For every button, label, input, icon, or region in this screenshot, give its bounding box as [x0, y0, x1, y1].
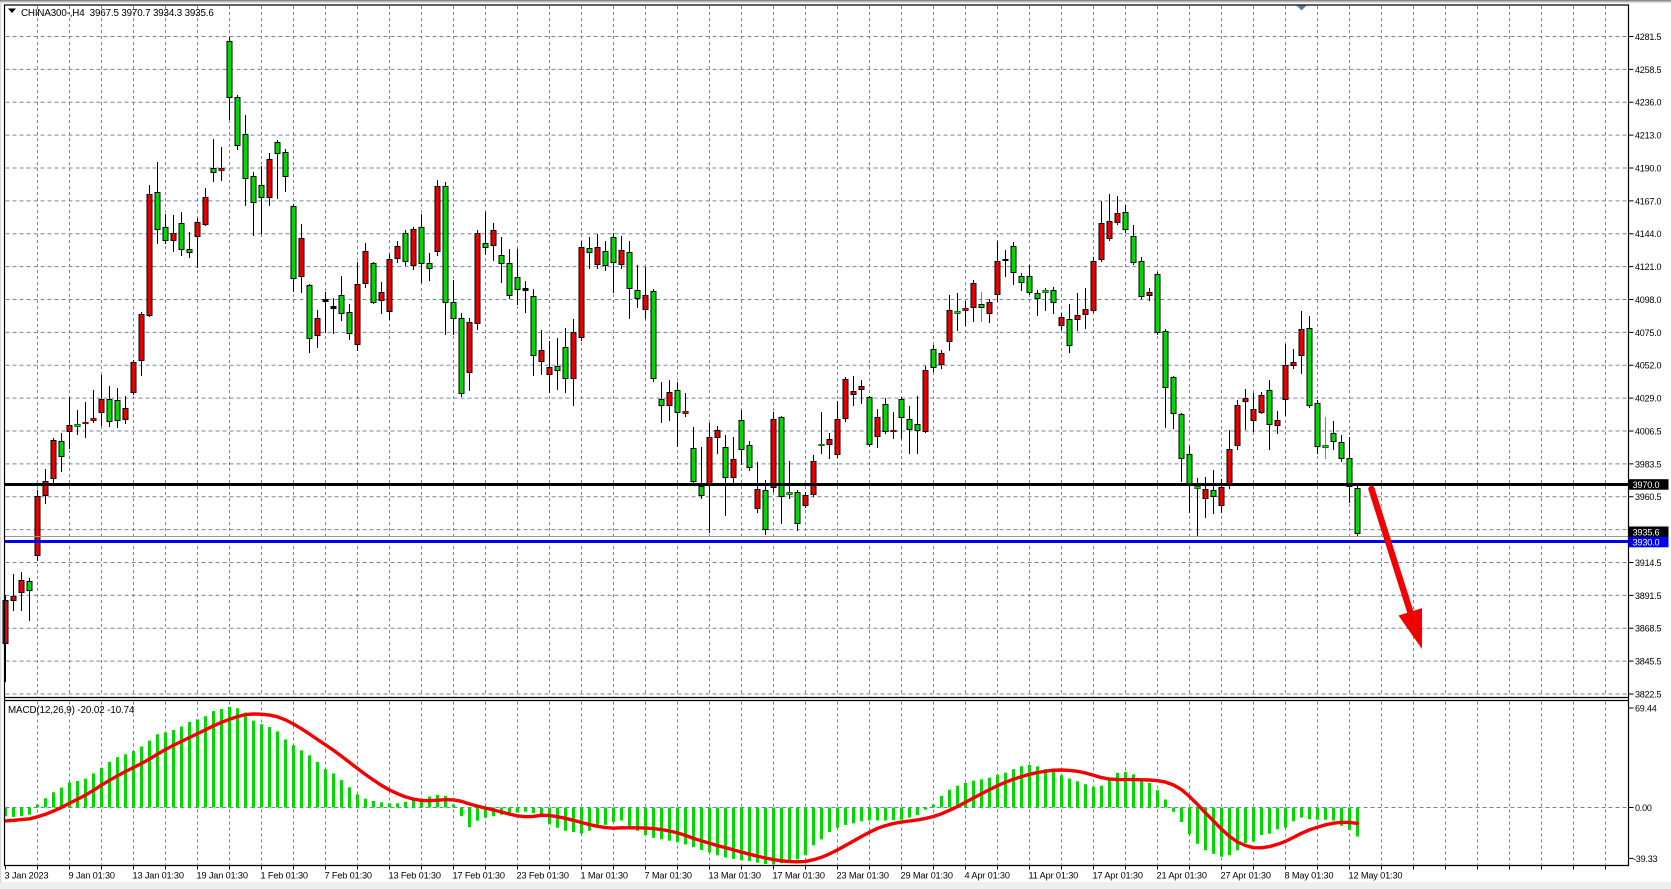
svg-text:4144.0: 4144.0 [1635, 229, 1662, 239]
svg-text:12 May 01:30: 12 May 01:30 [1349, 871, 1403, 881]
svg-text:3983.5: 3983.5 [1635, 459, 1662, 469]
svg-text:3891.5: 3891.5 [1635, 591, 1662, 601]
svg-text:17 Mar 01:30: 17 Mar 01:30 [773, 871, 825, 881]
svg-text:9 Jan 01:30: 9 Jan 01:30 [69, 871, 115, 881]
svg-text:4236.0: 4236.0 [1635, 98, 1662, 108]
svg-text:3930.0: 3930.0 [1633, 538, 1660, 548]
svg-text:4167.0: 4167.0 [1635, 196, 1662, 206]
svg-text:7 Feb 01:30: 7 Feb 01:30 [325, 871, 372, 881]
svg-text:4075.0: 4075.0 [1635, 328, 1662, 338]
svg-text:11 Apr 01:30: 11 Apr 01:30 [1029, 871, 1079, 881]
svg-text:3935.6: 3935.6 [1633, 527, 1660, 537]
svg-text:4281.5: 4281.5 [1635, 32, 1662, 42]
svg-text:13 Feb 01:30: 13 Feb 01:30 [389, 871, 441, 881]
svg-text:29 Mar 01:30: 29 Mar 01:30 [901, 871, 953, 881]
svg-text:CHINA300-,H4 3967.5 3970.7 39: CHINA300-,H4 3967.5 3970.7 3934.3 3935.6 [21, 8, 214, 19]
svg-text:13 Mar 01:30: 13 Mar 01:30 [709, 871, 761, 881]
svg-text:4029.0: 4029.0 [1635, 394, 1662, 404]
svg-text:3970.0: 3970.0 [1633, 480, 1660, 490]
svg-text:19 Jan 01:30: 19 Jan 01:30 [197, 871, 248, 881]
svg-text:1 Mar 01:30: 1 Mar 01:30 [581, 871, 628, 881]
svg-text:13 Jan 01:30: 13 Jan 01:30 [133, 871, 184, 881]
svg-text:4121.0: 4121.0 [1635, 262, 1662, 272]
svg-text:4 Apr 01:30: 4 Apr 01:30 [965, 871, 1010, 881]
svg-text:7 Mar 01:30: 7 Mar 01:30 [645, 871, 692, 881]
svg-text:17 Feb 01:30: 17 Feb 01:30 [453, 871, 505, 881]
svg-text:4190.0: 4190.0 [1635, 163, 1662, 173]
svg-text:23 Mar 01:30: 23 Mar 01:30 [837, 871, 889, 881]
svg-text:4213.0: 4213.0 [1635, 131, 1662, 141]
svg-text:21 Apr 01:30: 21 Apr 01:30 [1157, 871, 1207, 881]
svg-text:27 Apr 01:30: 27 Apr 01:30 [1221, 871, 1271, 881]
svg-text:3914.5: 3914.5 [1635, 558, 1662, 568]
svg-text:17 Apr 01:30: 17 Apr 01:30 [1093, 871, 1143, 881]
svg-text:3845.5: 3845.5 [1635, 657, 1662, 667]
svg-text:1 Feb 01:30: 1 Feb 01:30 [261, 871, 308, 881]
svg-text:3822.5: 3822.5 [1635, 689, 1662, 699]
svg-text:3 Jan 2023: 3 Jan 2023 [5, 871, 49, 881]
svg-text:-39.33: -39.33 [1633, 854, 1658, 864]
svg-text:4098.0: 4098.0 [1635, 295, 1662, 305]
svg-text:8 May 01:30: 8 May 01:30 [1285, 871, 1334, 881]
svg-text:4258.5: 4258.5 [1635, 65, 1662, 75]
svg-text:3868.5: 3868.5 [1635, 624, 1662, 634]
svg-text:69.44: 69.44 [1635, 703, 1657, 713]
svg-text:4006.5: 4006.5 [1635, 426, 1662, 436]
svg-text:4052.0: 4052.0 [1635, 361, 1662, 371]
svg-text:0.00: 0.00 [1635, 803, 1652, 813]
svg-text:3960.5: 3960.5 [1635, 492, 1662, 502]
svg-text:MACD(12,26,9) -20.02 -10.74: MACD(12,26,9) -20.02 -10.74 [8, 705, 135, 716]
svg-text:23 Feb 01:30: 23 Feb 01:30 [517, 871, 569, 881]
